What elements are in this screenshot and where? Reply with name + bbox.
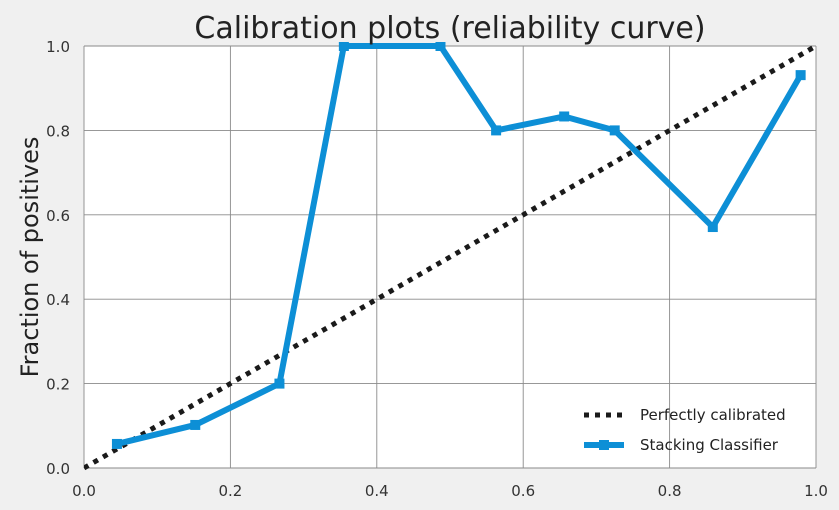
series-line-stacking-classifier [116,43,804,447]
data-point-marker [559,111,570,122]
legend-label: Perfectly calibrated [640,406,786,424]
series [84,42,818,471]
x-tick-label: 1.0 [804,482,828,500]
data-point-marker [190,419,201,430]
y-tick-label: 1.0 [46,38,70,56]
data-point-marker [274,378,285,389]
legend: Perfectly calibrated Stacking Classifier [584,406,786,454]
y-tick-label: 0.2 [46,376,70,394]
x-tick-label: 0.2 [218,482,242,500]
data-point-marker [111,438,122,449]
y-tick-label: 0.0 [46,460,70,478]
data-point-marker [435,42,446,51]
y-tick-label: 0.6 [46,207,70,225]
series-line-perfectly-calibrated [84,43,818,471]
x-tick-label: 0.4 [365,482,389,500]
data-point-marker [491,125,502,136]
x-tick-label: 0.8 [658,482,682,500]
y-axis-label: Fraction of positives [16,137,44,378]
y-tick-label: 0.8 [46,122,70,140]
legend-label: Stacking Classifier [640,436,779,454]
legend-marker [599,440,609,450]
data-point-marker [707,222,718,233]
chart-title: Calibration plots (reliability curve) [194,11,705,46]
x-tick-label: 0.0 [72,482,96,500]
data-point-marker [609,125,620,136]
y-tick-label: 0.4 [46,291,70,309]
grid [83,45,817,469]
data-point-marker [338,42,349,51]
x-axis-ticks: 0.0 0.2 0.4 0.6 0.8 1.0 [72,482,828,500]
data-point-marker [795,70,806,81]
x-tick-label: 0.6 [511,482,535,500]
legend-entry: Perfectly calibrated [584,406,786,424]
legend-entry: Stacking Classifier [584,436,779,454]
y-axis-ticks: 0.0 0.2 0.4 0.6 0.8 1.0 [46,38,70,478]
